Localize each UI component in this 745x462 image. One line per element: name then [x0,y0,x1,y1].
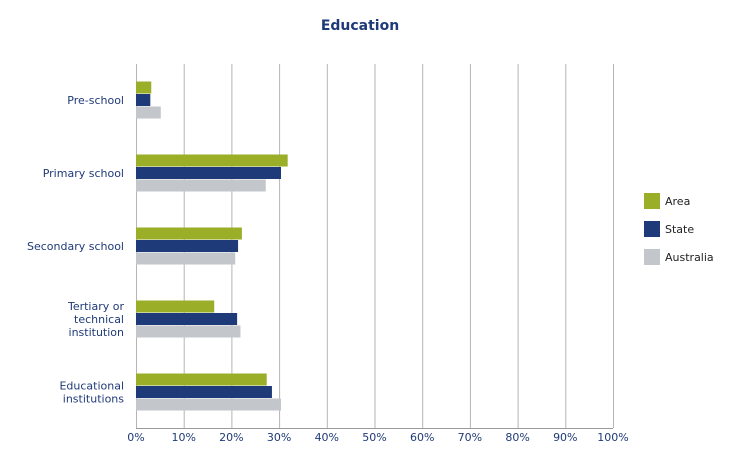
bar-state [136,386,272,398]
category-label: institutions [63,393,124,406]
legend-swatch-australia [644,249,660,265]
bar-area [136,300,215,313]
bar-area [136,373,267,386]
chart-title: Education [320,18,400,34]
bar-australia [136,325,241,338]
legend-label-australia: Australia [665,251,714,264]
bar-australia [136,398,282,411]
x-tick-label: 10% [171,431,195,444]
x-tick-label: 40% [315,431,339,444]
category-label: Primary school [43,167,124,180]
legend-label-state: State [665,223,694,236]
category-label: institution [69,326,125,339]
x-tick-label: 0% [127,431,144,444]
x-tick-label: 30% [267,431,291,444]
legend-label-area: Area [665,195,690,208]
category-label: technical [74,313,124,326]
category-label: Tertiary or [67,300,125,313]
x-tick-label: 20% [219,431,243,444]
bar-state [136,167,282,179]
x-tick-label: 100% [597,431,628,444]
category-label: Educational [59,380,124,393]
x-tick-label: 50% [362,431,386,444]
x-tick-label: 60% [410,431,434,444]
bar-australia [136,252,236,265]
category-label: Secondary school [27,240,124,253]
bar-state [136,313,238,325]
bar-australia [136,106,161,119]
category-label: Pre-school [67,94,124,107]
bar-australia [136,179,266,192]
bar-area [136,81,152,94]
x-tick-label: 70% [458,431,482,444]
bar-area [136,227,242,240]
bar-state [136,240,239,252]
x-tick-label: 80% [505,431,529,444]
legend-swatch-state [644,221,660,237]
bar-state [136,94,151,106]
bar-area [136,154,288,167]
legend-swatch-area [644,193,660,209]
x-tick-label: 90% [553,431,577,444]
